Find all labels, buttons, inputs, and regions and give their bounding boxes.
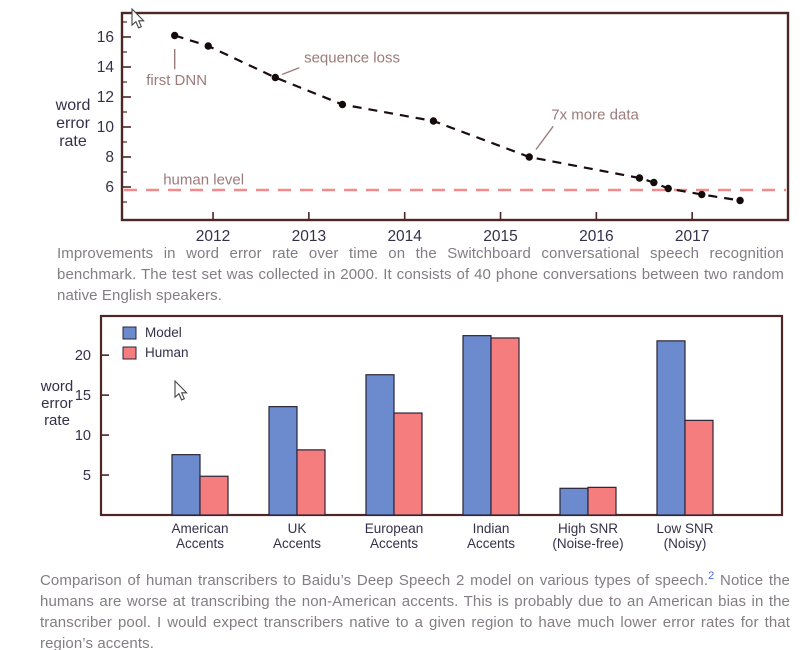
y-tick-label: 6 [105,179,114,196]
x-tick-label: 2016 [579,228,613,245]
model-bar [171,454,201,516]
model-bar [559,487,589,516]
figure2-caption-text-1: Comparison of human transcribers to Baid… [40,572,709,589]
category-label: Accents [370,536,418,551]
plot-frame [120,11,790,222]
mouse-cursor-top [131,8,145,29]
x-tick-label: 2014 [387,228,422,245]
human-bar [393,412,423,516]
model-bar [268,406,298,516]
wer-data-line [174,34,741,202]
y-axis-label-line: error [41,395,73,412]
legend-label: Model [145,325,182,340]
y-tick-label: 10 [75,428,91,444]
data-point [664,184,672,193]
x-axis: 2012 2013 2014 2015 2016 2017 [196,212,709,245]
category-label: High SNR [558,521,618,536]
y-axis: 6 8 10 12 14 16 [97,21,131,203]
annotation-label: 7x more data [551,107,639,124]
x-tick-label: 2012 [196,228,230,245]
data-point [525,153,533,161]
plot-frame [99,314,784,517]
figure1-caption: Improvements in word error rate over tim… [57,243,784,306]
model-bar [365,374,395,516]
legend-swatch-model [122,326,137,340]
bars [171,335,714,516]
y-axis-label-line: error [56,115,90,132]
figure2-caption: Comparison of human transcribers to Baid… [40,565,790,650]
model-bar [656,340,686,516]
y-tick-label: 16 [97,29,114,46]
y-tick-label: 20 [75,348,91,364]
legend: Model Human [122,325,189,360]
model-bar [462,335,492,516]
category-label: Low SNR [656,521,713,536]
data-point [429,117,438,125]
y-axis: 5 10 15 20 [75,348,109,484]
y-axis-label-line: rate [59,133,87,150]
annotation-label: first DNN [146,72,207,89]
category-label: Indian [473,521,510,536]
human-bar [199,475,229,516]
human-bar [587,486,617,516]
human-bar [296,449,326,516]
category-label: American [171,521,228,536]
x-tick-label: 2013 [292,228,326,245]
data-point [635,174,644,182]
y-tick-label: 15 [75,388,91,404]
data-point [736,196,744,205]
x-tick-label: 2015 [483,228,517,245]
category-label: UK [288,521,307,536]
data-point [698,190,706,199]
human-bar [684,419,714,516]
annotations: first DNN sequence loss 7x more data human … [146,49,640,188]
y-axis-label-line: word [40,378,74,395]
model-vs-human-bar-chart: 5101520worderrorrateAmericanAccentsUKAcc… [40,314,784,551]
y-axis-label-line: rate [44,412,70,429]
y-tick-label: 5 [83,468,91,484]
x-tick-label: 2017 [675,228,709,245]
mouse-cursor-bottom [174,380,188,401]
wer-data-points [171,31,744,205]
legend-swatch-human [122,346,137,360]
annotation-pointer-line [281,67,300,76]
category-label: (Noise-free) [552,536,623,551]
data-point [338,100,347,109]
human-bar [490,337,520,516]
category-label: Accents [273,536,321,551]
y-tick-label: 8 [105,149,114,166]
annotation-label: human level [163,171,244,188]
data-point [271,73,280,82]
annotation-pointer-line [535,125,554,150]
category-label: Accents [176,536,224,551]
category-label: Accents [467,536,515,551]
figure2-caption-text-2: Notice the humans are worse at transcrib… [40,572,790,650]
category-label: European [365,521,424,536]
annotation-label: sequence loss [304,50,400,67]
y-tick-label: 14 [97,59,115,76]
legend-label: Human [145,345,189,360]
y-tick-label: 10 [97,119,115,136]
footnote-link[interactable]: 2 [708,570,715,582]
data-point [171,31,179,40]
data-point [650,178,658,187]
category-label: (Noisy) [664,536,707,551]
y-axis-label-line: word [55,97,91,114]
y-tick-label: 12 [97,89,114,106]
x-axis-labels: AmericanAccentsUKAccentsEuropeanAccentsI… [171,521,713,551]
data-point [204,42,212,50]
figure1-caption-text: Improvements in word error rate over tim… [57,245,784,304]
